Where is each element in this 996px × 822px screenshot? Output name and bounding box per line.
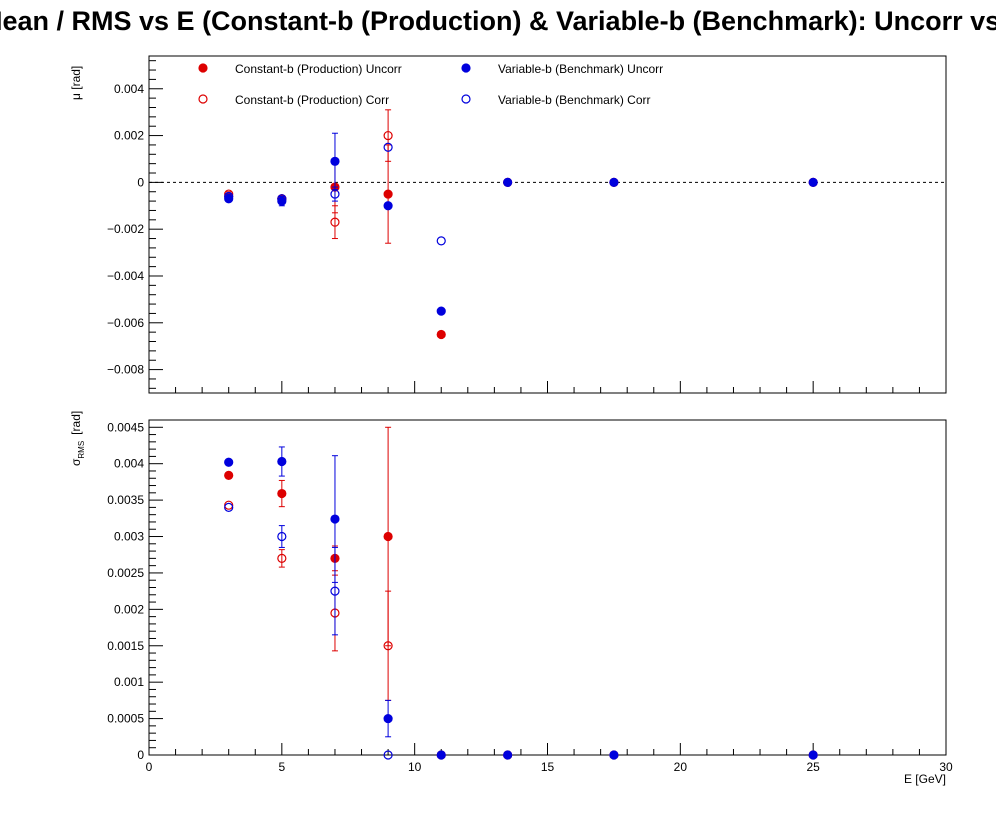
data-point — [436, 306, 446, 316]
data-point — [330, 189, 340, 199]
legend-marker — [198, 63, 208, 73]
legend-marker — [461, 94, 471, 104]
data-point — [383, 713, 393, 724]
y-tick-label: −0.002 — [107, 222, 144, 236]
plot-frame — [148, 419, 947, 756]
y-axis-label: μ [rad] — [69, 66, 83, 100]
data-point — [330, 514, 340, 524]
legend-label: Constant-b (Production) Uncorr — [235, 62, 402, 76]
series-constant-b-production-corr — [224, 500, 393, 701]
y-tick-label: −0.006 — [107, 316, 144, 330]
y-tick-label: 0.001 — [114, 675, 144, 689]
y-tick-label: −0.008 — [107, 363, 144, 377]
y-tick-label: 0.004 — [114, 82, 144, 96]
x-tick-label: 10 — [408, 760, 422, 774]
legend-marker — [198, 94, 208, 104]
data-point — [609, 177, 619, 187]
y-tick-label: 0.0005 — [107, 712, 144, 726]
y-tick-label: 0 — [137, 748, 144, 762]
series-variable-b-benchmark-uncorr — [224, 446, 818, 760]
x-tick-label: 15 — [541, 760, 555, 774]
data-point — [224, 470, 234, 480]
series-variable-b-benchmark-corr — [224, 142, 446, 246]
data-point — [808, 750, 818, 760]
y-axis-subscript: RMS — [77, 441, 86, 459]
data-point — [330, 217, 340, 227]
mean-panel: 0.004 0.002 0 −0.002 −0.004 −0.006 −0.008 μ [ra… — [69, 55, 947, 394]
data-point — [277, 488, 287, 499]
data-point — [383, 130, 393, 141]
series-constant-b-production-uncorr — [224, 426, 818, 760]
data-point — [383, 189, 393, 199]
legend-marker — [461, 63, 471, 73]
series-constant-b-production-corr — [224, 109, 393, 240]
rms-panel: 0 0.0005 0.001 0.0015 0.002 0.0025 0.003 0.0035… — [69, 411, 953, 786]
x-tick-label: 0 — [146, 760, 153, 774]
data-point — [436, 750, 446, 760]
x-tick-label: 20 — [674, 760, 688, 774]
y-axis-unit: [rad] — [69, 411, 83, 435]
y-tick-label: 0.002 — [114, 602, 144, 616]
data-point — [503, 177, 513, 187]
x-tick-label: 5 — [278, 760, 285, 774]
data-point — [503, 750, 513, 760]
y-tick-label: 0.003 — [114, 530, 144, 544]
y-tick-label: 0 — [137, 175, 144, 189]
data-point — [609, 750, 619, 760]
chart-title: Mean / RMS vs E (Constant-b (Production)… — [0, 6, 996, 36]
y-axis-label: σRMS [rad] — [69, 411, 86, 466]
y-tick-label: 0.0025 — [107, 566, 144, 580]
data-point — [277, 194, 287, 204]
data-point — [277, 553, 287, 563]
y-tick-label: 0.0015 — [107, 639, 144, 653]
series-variable-b-benchmark-corr — [224, 502, 393, 760]
x-axis-label: E [GeV] — [904, 772, 946, 786]
data-point — [383, 750, 393, 760]
data-point — [277, 531, 287, 542]
y-tick-label: 0.0045 — [107, 420, 144, 434]
data-point — [383, 531, 393, 542]
y-tick-label: 0.0035 — [107, 493, 144, 507]
series-variable-b-benchmark-uncorr — [224, 132, 818, 316]
y-axis-symbol: σ — [69, 458, 83, 466]
legend-label: Variable-b (Benchmark) Corr — [498, 93, 651, 107]
data-point — [436, 236, 446, 246]
data-point — [330, 586, 340, 596]
data-point — [383, 142, 393, 152]
y-tick-label: 0.004 — [114, 457, 144, 471]
data-point — [330, 156, 340, 166]
data-point — [224, 502, 234, 512]
data-point — [436, 329, 446, 340]
data-point — [224, 457, 234, 467]
legend-label: Variable-b (Benchmark) Uncorr — [498, 62, 663, 76]
data-point — [277, 456, 287, 467]
x-tick-label: 30 — [939, 760, 953, 774]
legend-label: Constant-b (Production) Corr — [235, 93, 389, 107]
x-tick-label: 25 — [806, 760, 820, 774]
legend: Constant-b (Production) Uncorr Variable-b… — [198, 62, 663, 107]
y-tick-label: 0.002 — [114, 129, 144, 143]
data-point — [383, 201, 393, 211]
y-tick-label: −0.004 — [107, 269, 144, 283]
data-point — [808, 177, 818, 187]
series-constant-b-production-uncorr — [224, 144, 818, 340]
data-point — [224, 191, 234, 202]
data-point — [383, 641, 393, 651]
